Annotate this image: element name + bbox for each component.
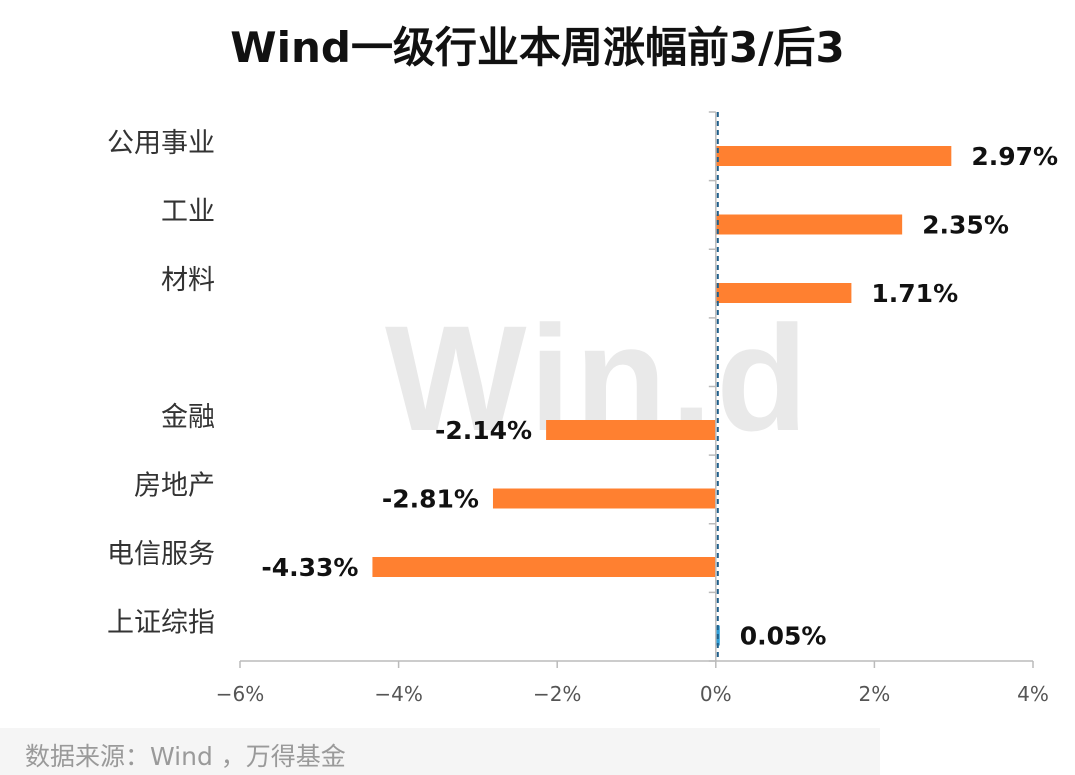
category-label: 材料 [161, 265, 215, 296]
data-label: 0.05% [740, 622, 827, 651]
data-label: 2.35% [922, 211, 1009, 240]
category-label: 工业 [161, 197, 215, 228]
category-label: 房地产 [134, 471, 215, 502]
bar [492, 488, 716, 509]
x-tick-label: −4% [374, 682, 423, 706]
source-text: 数据来源：Wind ，万得基金 [25, 742, 346, 771]
bar [715, 214, 903, 235]
source-box: 数据来源：Wind ，万得基金 [0, 728, 880, 775]
category-label: 上证综指 [107, 608, 215, 639]
category-label: 公用事业 [107, 128, 215, 159]
x-tick-label: −2% [533, 682, 582, 706]
category-label: 金融 [161, 402, 215, 433]
data-label: -2.81% [382, 485, 479, 514]
chart-title: Wind一级行业本周涨幅前3/后3 [230, 23, 845, 72]
bar [715, 283, 852, 303]
category-label: 电信服务 [107, 539, 215, 570]
data-label: -4.33% [261, 553, 358, 582]
x-tick-label: −6% [216, 682, 265, 706]
x-tick-label: 0% [700, 682, 732, 706]
data-label: -2.14% [435, 416, 532, 445]
bar [546, 420, 716, 440]
bar [715, 146, 952, 166]
x-tick-label: 4% [1017, 682, 1049, 706]
bar [372, 557, 716, 577]
data-label: 1.71% [871, 279, 958, 308]
x-tick-label: 2% [859, 682, 891, 706]
data-label: 2.97% [971, 142, 1058, 171]
